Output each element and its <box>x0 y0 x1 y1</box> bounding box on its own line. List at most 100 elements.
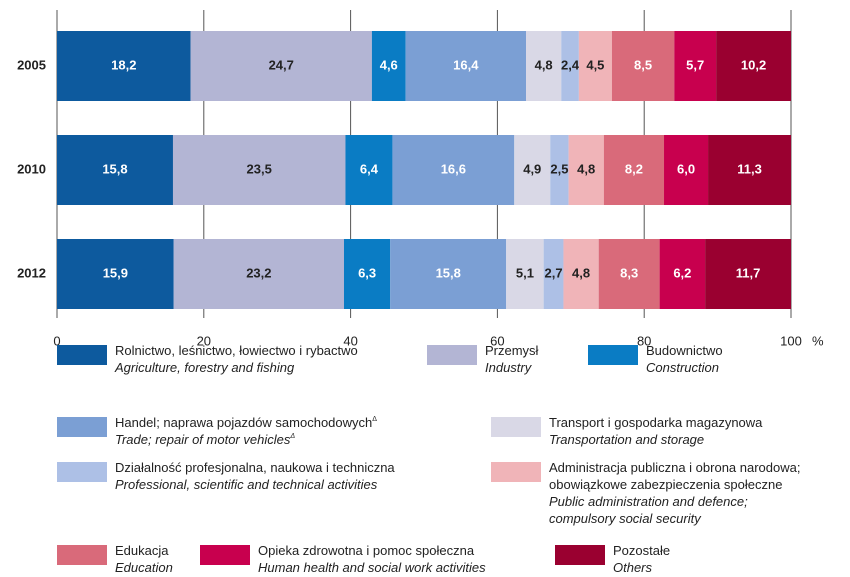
data-label: 16,4 <box>453 57 479 72</box>
bar-segment <box>57 239 174 309</box>
data-label: 2,5 <box>550 161 568 176</box>
data-label: 23,2 <box>246 265 271 280</box>
legend-label: Industry <box>485 360 533 375</box>
legend-label: Rolnictwo, leśnictwo, łowiectwo i rybact… <box>115 343 358 358</box>
legend-text: Edukacja <box>115 543 169 558</box>
bar-segment <box>514 135 551 205</box>
data-label: 6,2 <box>673 265 691 280</box>
legend-text: Human health and social work activities <box>258 560 486 575</box>
data-label: 10,2 <box>741 57 766 72</box>
legend-label: Przemysł <box>485 343 539 358</box>
data-label: 18,2 <box>111 57 136 72</box>
bar-segment <box>568 135 604 205</box>
legend-text: Administracja publiczna i obrona narodow… <box>549 460 800 475</box>
bar-segment <box>345 135 393 205</box>
data-label: 5,7 <box>686 57 704 72</box>
legend-label: Human health and social work activities <box>258 560 486 575</box>
bar-segment <box>598 239 660 309</box>
legend-text: Public administration and defence; <box>549 494 748 509</box>
bar-segment <box>371 31 406 101</box>
x-tick-label: 20 <box>197 333 211 348</box>
legend-label: Pozostałe <box>613 543 670 558</box>
bar-segment <box>57 135 173 205</box>
data-label: 4,9 <box>523 161 541 176</box>
data-label: 4,8 <box>572 265 590 280</box>
y-tick-label: 2012 <box>17 265 46 280</box>
bar-segment <box>550 135 569 205</box>
data-label: 16,6 <box>441 161 466 176</box>
bar-segment <box>578 31 612 101</box>
legend-label: Transport i gospodarka magazynowa <box>549 415 763 430</box>
legend-text: obowiązkowe zabezpieczenia społeczne <box>549 477 782 492</box>
data-label: 8,2 <box>625 161 643 176</box>
legend-mark: Δ <box>372 416 377 423</box>
data-label: 23,5 <box>247 161 272 176</box>
legend-text: Pozostałe <box>613 543 670 558</box>
data-label: 15,8 <box>436 265 461 280</box>
data-label: 24,7 <box>269 57 294 72</box>
bar-segment <box>543 239 564 309</box>
legend-text: Agriculture, forestry and fishing <box>114 360 295 375</box>
legend-label: Professional, scientific and technical a… <box>115 477 378 492</box>
data-label: 15,9 <box>103 265 128 280</box>
legend-label: Działalność profesjonalna, naukowa i tec… <box>115 460 395 475</box>
data-label: 5,1 <box>516 265 534 280</box>
legend-text: Przemysł <box>485 343 539 358</box>
data-label: 8,3 <box>620 265 638 280</box>
legend-text: Others <box>613 560 653 575</box>
data-label: 4,5 <box>586 57 604 72</box>
legend-text: Budownictwo <box>646 343 723 358</box>
legend-text: Industry <box>485 360 533 375</box>
legend-label: Public administration and defence; <box>549 494 748 509</box>
legend-label: Opieka zdrowotna i pomoc społeczna <box>258 543 475 558</box>
y-tick-label: 2005 <box>17 57 46 72</box>
legend-swatch <box>427 345 477 365</box>
legend-text: Professional, scientific and technical a… <box>115 477 378 492</box>
legend-label: obowiązkowe zabezpieczenia społeczne <box>549 477 782 492</box>
x-tick-label: 100 <box>780 333 802 348</box>
bar-segment <box>390 239 507 309</box>
bar-segment <box>405 31 527 101</box>
bar-segment <box>674 31 717 101</box>
legend-text: compulsory social security <box>549 511 702 526</box>
bar-segment <box>506 239 544 309</box>
data-label: 6,3 <box>358 265 376 280</box>
bar-segment <box>664 135 709 205</box>
legend-swatch <box>57 545 107 565</box>
bar-segment <box>561 31 579 101</box>
legend-text: Handel; naprawa pojazdów samochodowych <box>115 415 372 430</box>
data-label: 4,8 <box>577 161 595 176</box>
legend-label: Handel; naprawa pojazdów samochodowychΔ <box>115 415 377 430</box>
legend-label: Agriculture, forestry and fishing <box>114 360 295 375</box>
legend-label: Edukacja <box>115 543 169 558</box>
legend-text: Education <box>115 560 173 575</box>
legend-label: Transportation and storage <box>549 432 704 447</box>
data-label: 6,0 <box>677 161 695 176</box>
legend-swatch <box>491 462 541 482</box>
legend-swatch <box>200 545 250 565</box>
bar-segment <box>716 31 791 101</box>
bar-segment <box>172 135 346 205</box>
data-label: 4,6 <box>380 57 398 72</box>
bar-segment <box>173 239 344 309</box>
legend-swatch <box>555 545 605 565</box>
legend-mark: Δ <box>289 433 295 440</box>
legend-text: Opieka zdrowotna i pomoc społeczna <box>258 543 475 558</box>
bar-segment <box>611 31 675 101</box>
bar-segment <box>659 239 706 309</box>
legend-swatch <box>491 417 541 437</box>
bar-segment <box>57 31 191 101</box>
x-tick-label: 80 <box>637 333 651 348</box>
legend-label: Trade; repair of motor vehiclesΔ <box>115 432 295 447</box>
legend-text: Construction <box>646 360 719 375</box>
bar-segment <box>343 239 391 309</box>
x-tick-label: 0 <box>53 333 60 348</box>
legend-text: Działalność profesjonalna, naukowa i tec… <box>115 460 395 475</box>
data-label: 2,7 <box>545 265 563 280</box>
bar-segment <box>526 31 562 101</box>
x-tick-label: 40 <box>343 333 357 348</box>
data-label: 6,4 <box>360 161 379 176</box>
bar-segment <box>392 135 515 205</box>
legend-text: Transport i gospodarka magazynowa <box>549 415 763 430</box>
legend-swatch <box>57 462 107 482</box>
